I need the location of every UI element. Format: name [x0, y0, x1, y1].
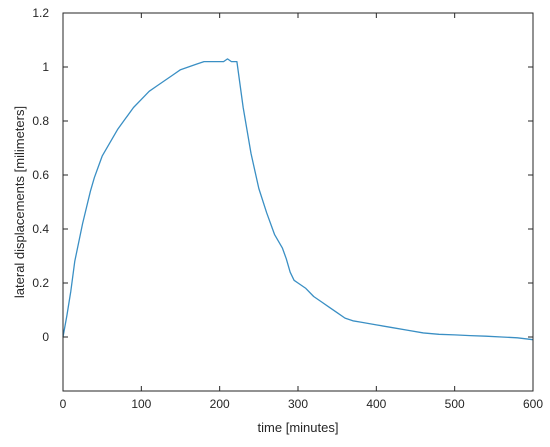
- series-line: [62, 58, 534, 341]
- plot-area: [63, 13, 533, 391]
- x-tick-label: 200: [210, 397, 230, 411]
- tick-layer: 0 100 200 300 400 500 600 0 0.2 0.4 0.6 0.8 1 1.2: [32, 6, 543, 411]
- y-axis-label: lateral displacements [milimeters]: [12, 106, 27, 298]
- x-axis-label: time [minutes]: [258, 420, 339, 435]
- data-layer: [62, 58, 534, 341]
- y-tick-label: 0: [42, 330, 49, 344]
- x-tick-label: 400: [366, 397, 386, 411]
- x-tick-label: 500: [445, 397, 465, 411]
- x-tick-label: 100: [131, 397, 151, 411]
- x-tick-label: 300: [288, 397, 308, 411]
- y-tick-label: 1: [42, 60, 49, 74]
- y-tick-label: 0.8: [32, 114, 49, 128]
- y-tick-label: 0.6: [32, 168, 49, 182]
- x-tick-label: 600: [523, 397, 543, 411]
- y-tick-label: 0.4: [32, 222, 49, 236]
- y-tick-label: 1.2: [32, 6, 49, 20]
- x-tick-label: 0: [60, 397, 67, 411]
- y-tick-label: 0.2: [32, 276, 49, 290]
